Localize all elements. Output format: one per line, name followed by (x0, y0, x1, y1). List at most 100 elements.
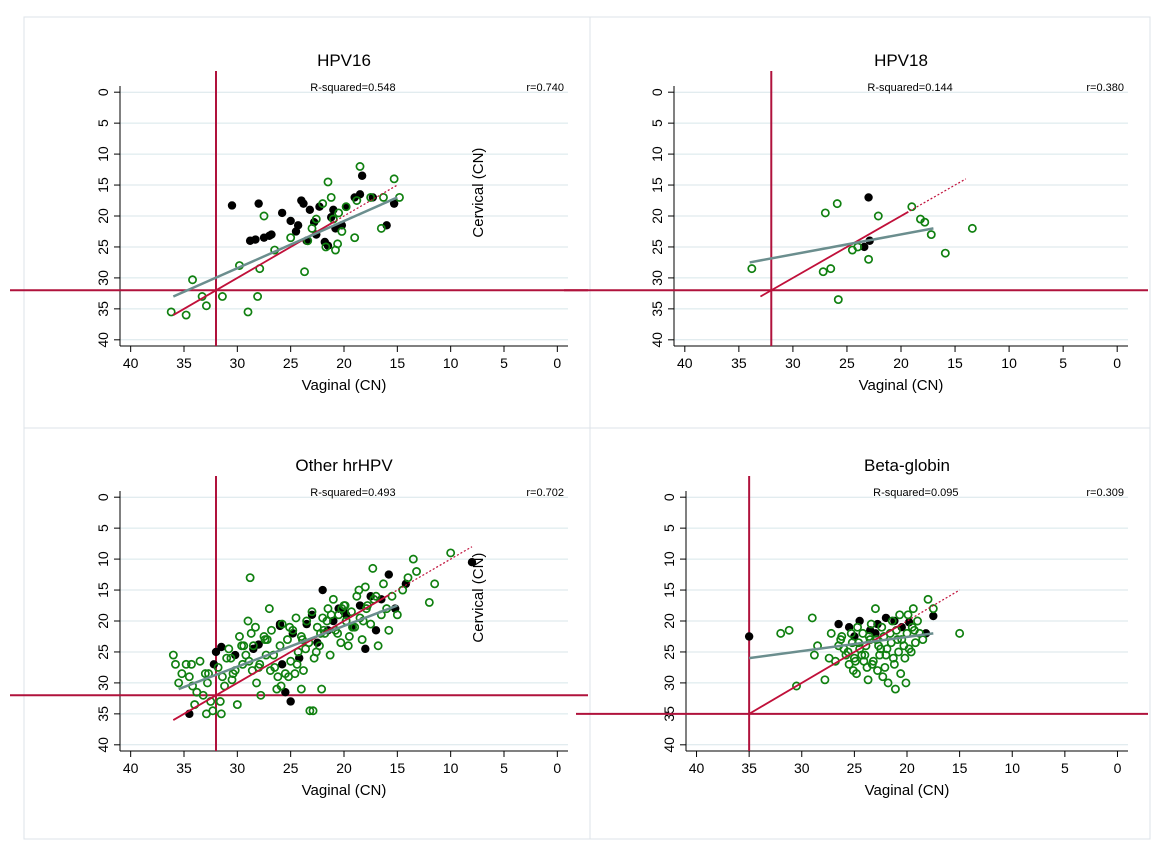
identity-line-solid (748, 623, 902, 715)
x-tick-label: 35 (741, 760, 757, 776)
point-filled (929, 611, 938, 621)
point-hollow (200, 669, 210, 679)
point-hollow (328, 594, 338, 604)
y-tick-label: 5 (661, 524, 677, 532)
point-hollow (890, 684, 900, 694)
point-hollow (866, 619, 876, 629)
point-hollow (863, 675, 873, 685)
point-hollow (908, 604, 918, 614)
point-hollow (333, 628, 343, 638)
x-tick-label: 0 (1114, 760, 1122, 776)
x-tick-label: 25 (839, 355, 855, 371)
point-hollow (379, 579, 388, 589)
r-squared-label: R-squared=0.493 (310, 487, 395, 499)
point-hollow (232, 700, 242, 710)
point-hollow (836, 635, 846, 645)
point-filled (368, 193, 377, 202)
point-filled (277, 660, 287, 669)
y-tick-label: 20 (661, 613, 677, 629)
point-hollow (873, 211, 883, 221)
point-hollow (213, 662, 223, 672)
point-hollow (354, 585, 364, 595)
point-hollow (875, 650, 885, 660)
x-tick-label: 25 (283, 760, 299, 776)
point-hollow (874, 641, 884, 651)
point-filled (834, 619, 843, 629)
point-hollow (832, 199, 842, 209)
x-tick-label: 40 (123, 355, 139, 371)
point-hollow (967, 223, 977, 233)
point-hollow (181, 310, 191, 320)
cervical-axis-label: Cervical (CN) (470, 553, 487, 643)
point-hollow (285, 622, 295, 632)
points (744, 594, 965, 694)
point-hollow (923, 594, 933, 604)
cervical-axis-label: Cervical (CN) (470, 148, 487, 238)
point-hollow (352, 196, 362, 205)
point-filled (211, 647, 221, 657)
y-tick-label: 10 (649, 146, 665, 162)
point-hollow (920, 217, 930, 227)
x-tick-label: 30 (230, 760, 246, 776)
point-hollow (300, 267, 309, 277)
point-hollow (900, 653, 910, 663)
point-filled (389, 199, 399, 208)
y-tick-label: 15 (95, 177, 111, 193)
r-squared-label: R-squared=0.095 (873, 487, 958, 499)
point-hollow (955, 628, 965, 638)
point-hollow (192, 687, 202, 697)
point-hollow (222, 653, 232, 663)
point-hollow (326, 610, 336, 620)
point-hollow (408, 554, 418, 564)
point-hollow (389, 174, 399, 184)
point-hollow (341, 202, 351, 212)
point-hollow (424, 597, 434, 607)
point-hollow (177, 669, 187, 679)
point-filled (860, 242, 869, 252)
x-tick-label: 20 (899, 760, 915, 776)
point-hollow (256, 690, 266, 700)
point-hollow (245, 573, 255, 583)
y-tick-label: 20 (649, 208, 665, 224)
x-tick-label: 20 (336, 760, 352, 776)
point-filled (291, 227, 301, 236)
y-tick-label: 15 (95, 582, 111, 598)
regression-fit-line (748, 632, 934, 660)
y-tick-label: 35 (649, 301, 665, 317)
y-tick-label: 40 (95, 332, 111, 348)
y-tick-label: 30 (95, 675, 111, 691)
x-tick-label: 15 (390, 355, 406, 371)
x-axis-label: Vaginal (CN) (302, 782, 387, 799)
point-hollow (895, 610, 905, 620)
panel-title: Other hrHPV (295, 456, 393, 475)
point-hollow (326, 192, 336, 202)
x-tick-label: 15 (952, 760, 968, 776)
point-hollow (366, 192, 376, 202)
point-hollow (807, 613, 817, 623)
point-hollow (311, 647, 321, 657)
point-hollow (878, 672, 888, 682)
point-hollow (265, 666, 275, 675)
point-hollow (376, 223, 386, 233)
point-hollow (337, 227, 347, 236)
point-hollow (373, 641, 383, 651)
point-hollow (286, 233, 296, 243)
x-tick-label: 5 (1061, 760, 1069, 776)
point-hollow (299, 666, 308, 675)
point-hollow (323, 177, 333, 187)
point-filled (217, 642, 226, 652)
point-hollow (255, 659, 265, 669)
x-axis-label: Vaginal (CN) (865, 782, 950, 799)
point-hollow (446, 548, 456, 558)
point-hollow (940, 248, 950, 258)
panel-1: 40 35 30 25 20 15 10 5 0 0 5 10 15 20 25 30 35 40 HPV18 R-s… (564, 51, 1148, 394)
point-filled (371, 626, 381, 635)
y-tick-label: 0 (649, 88, 665, 96)
r-label: r=0.309 (1086, 487, 1124, 499)
y-tick-label: 15 (661, 582, 677, 598)
y-tick-label: 5 (649, 119, 665, 127)
point-filled (286, 216, 295, 226)
x-tick-label: 5 (500, 355, 508, 371)
point-hollow (894, 647, 904, 657)
point-hollow (864, 254, 874, 264)
